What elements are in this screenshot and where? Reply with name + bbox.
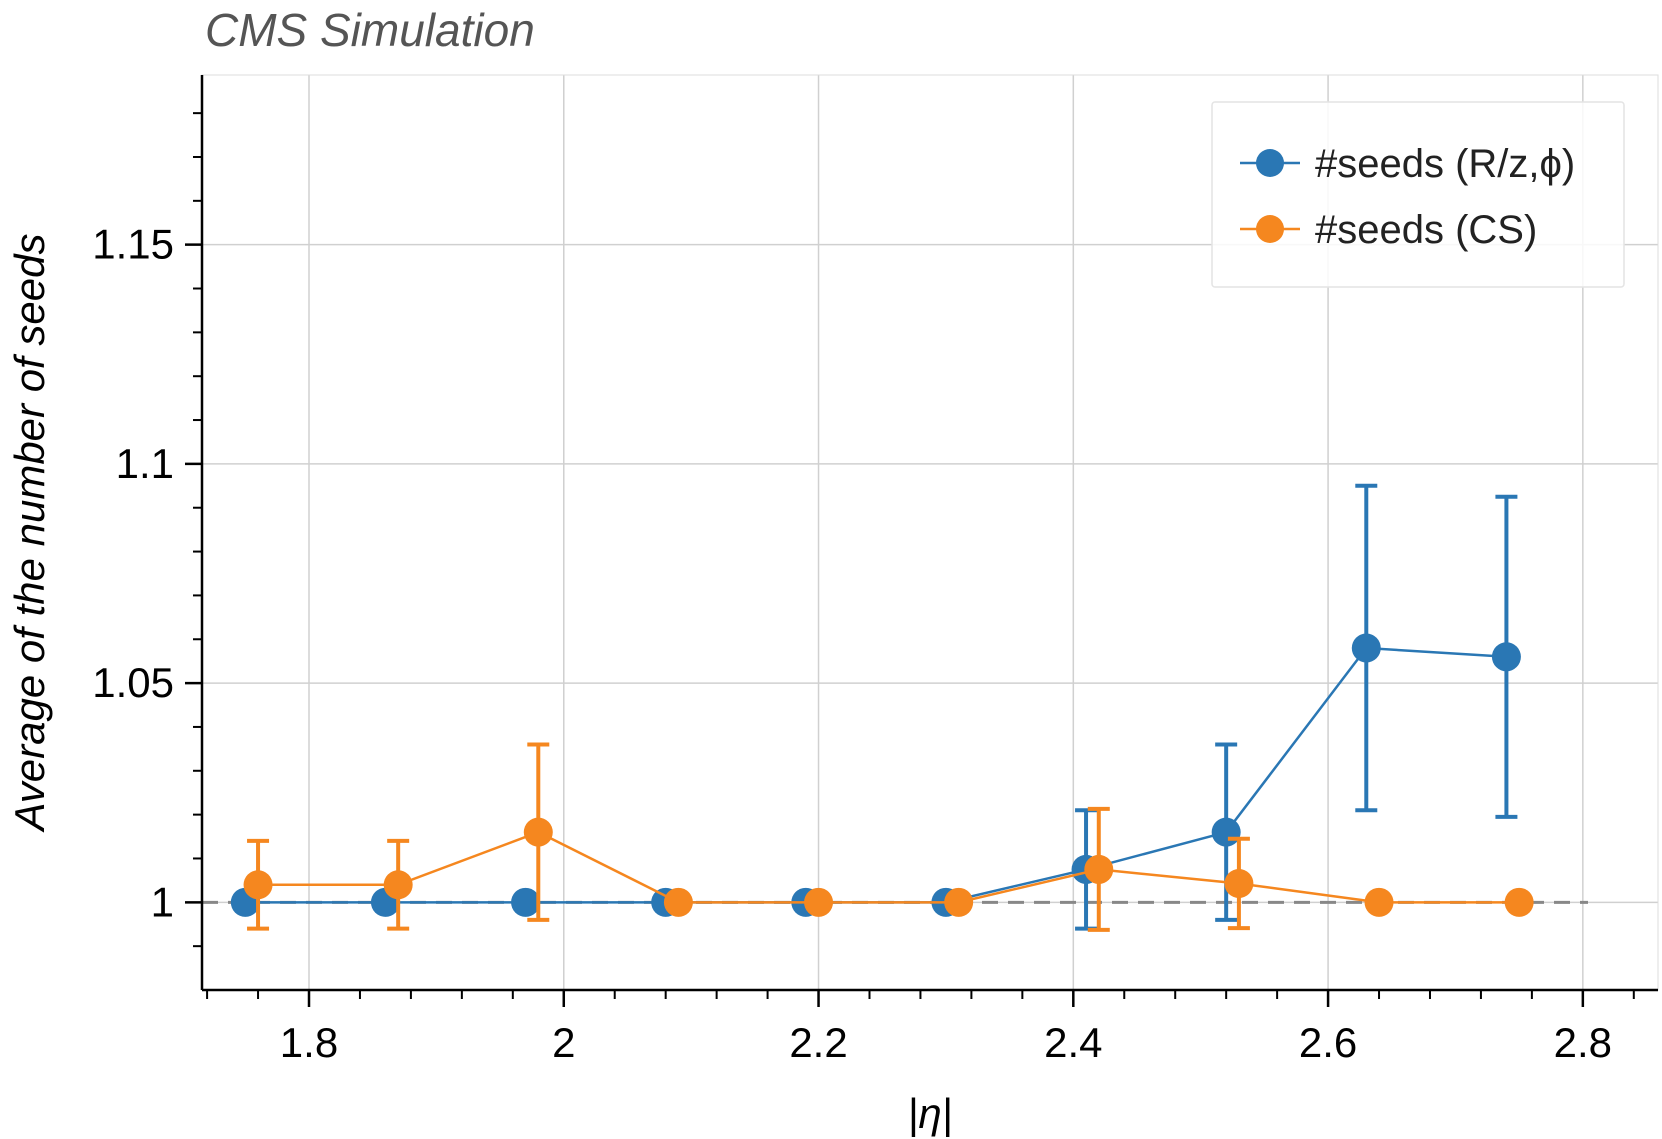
data-point: [944, 887, 974, 917]
chart-title: CMS Simulation: [205, 4, 535, 56]
data-point: [1211, 817, 1241, 847]
x-tick-label: 2.6: [1299, 1019, 1357, 1066]
legend: #seeds (R/z,ϕ) #seeds (CS): [1211, 101, 1625, 288]
y-tick-label: 1.1: [116, 440, 174, 487]
data-point: [1491, 642, 1521, 672]
legend-label: #seeds (R/z,ϕ): [1315, 142, 1575, 186]
legend-label: #seeds (CS): [1315, 208, 1537, 252]
data-point: [804, 887, 834, 917]
series-line: [258, 830, 1520, 904]
data-point: [1351, 633, 1381, 663]
series-group: [230, 483, 1534, 932]
x-tick-label: 2.2: [789, 1019, 847, 1066]
y-tick-label: 1: [151, 878, 174, 925]
data-point: [243, 870, 273, 900]
x-tick-label: 1.8: [280, 1019, 338, 1066]
axes: 1.8 2 2.2 2.4 2.6 2.8 1 1.05 1.1 1.15: [92, 75, 1658, 1066]
legend-items: #seeds (R/z,ϕ) #seeds (CS): [1240, 142, 1575, 252]
series-line: [245, 646, 1507, 904]
data-point: [1364, 887, 1394, 917]
y-tick-label: 1.05: [92, 659, 174, 706]
x-axis-title: |η|: [907, 1090, 952, 1138]
data-point: [523, 817, 553, 847]
x-tick-label: 2.4: [1044, 1019, 1102, 1066]
legend-box: [1211, 101, 1625, 288]
data-point: [1224, 868, 1254, 898]
data-point: [1504, 887, 1534, 917]
data-point: [1084, 854, 1114, 884]
series-0: [230, 483, 1521, 931]
x-tick-label: 2.8: [1554, 1019, 1612, 1066]
data-point: [511, 887, 541, 917]
legend-marker: [1256, 215, 1284, 243]
series-1: [243, 742, 1534, 932]
data-point: [383, 870, 413, 900]
y-axis-title: Average of the number of seeds: [6, 234, 53, 834]
x-tick-label: 2: [552, 1019, 575, 1066]
y-tick-label: 1.15: [92, 221, 174, 268]
data-point: [663, 887, 693, 917]
legend-marker: [1256, 149, 1284, 177]
